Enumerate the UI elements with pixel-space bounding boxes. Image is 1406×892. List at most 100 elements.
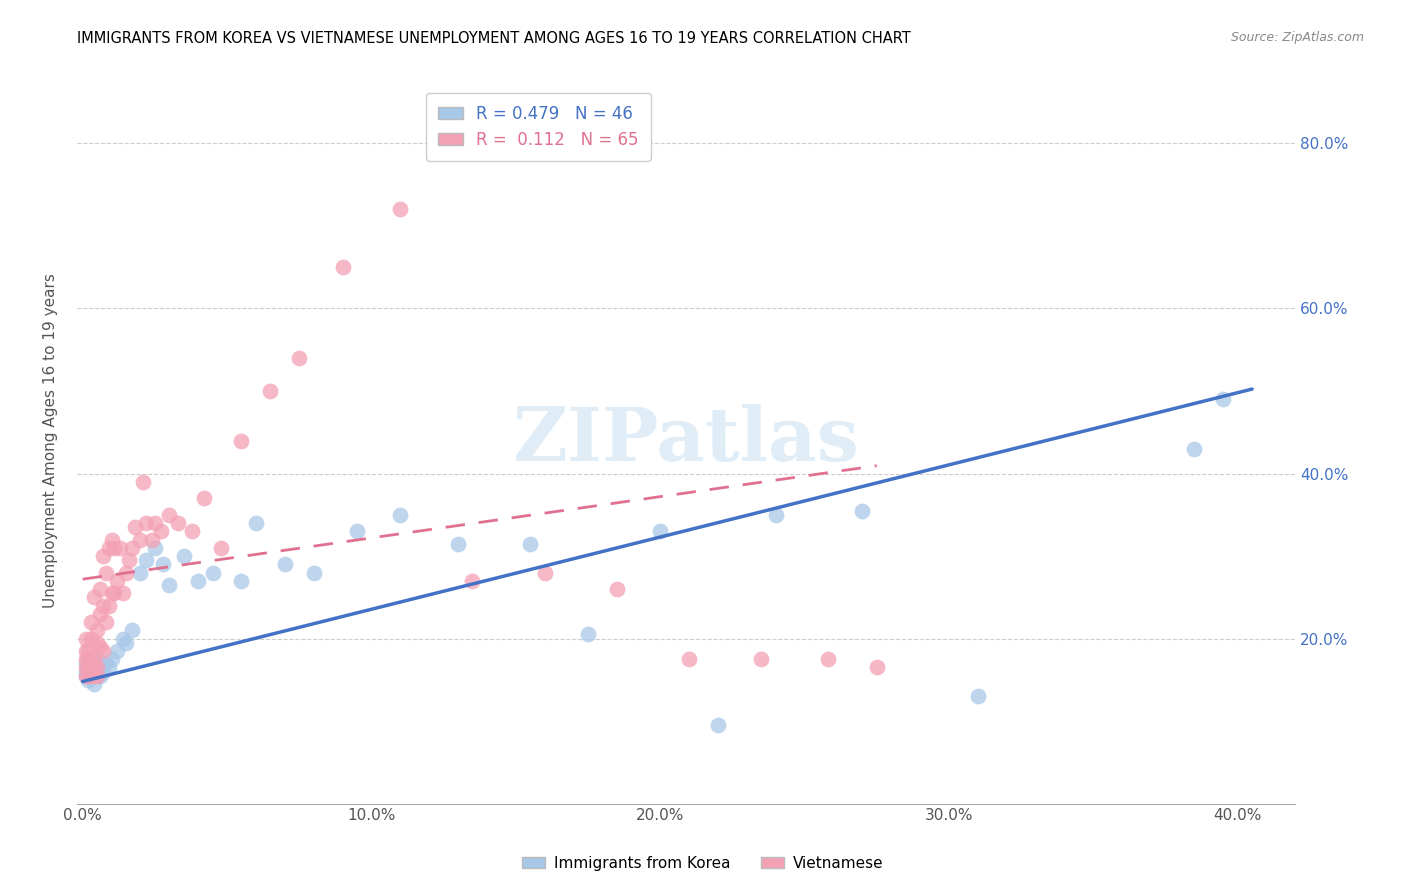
- Point: [461, 574, 484, 588]
- Point: [100, 586, 122, 600]
- Point: [77, 652, 100, 666]
- Point: [533, 566, 555, 580]
- Point: [707, 718, 730, 732]
- Point: [346, 524, 368, 539]
- Point: [173, 549, 195, 563]
- Point: [143, 541, 166, 555]
- Point: [274, 558, 297, 572]
- Point: [115, 566, 138, 580]
- Point: [91, 549, 114, 563]
- Point: [519, 537, 541, 551]
- Point: [94, 615, 117, 629]
- Point: [115, 636, 138, 650]
- Point: [80, 632, 103, 646]
- Point: [89, 640, 111, 654]
- Point: [124, 520, 146, 534]
- Point: [75, 632, 97, 646]
- Point: [152, 558, 174, 572]
- Point: [851, 504, 873, 518]
- Point: [105, 644, 128, 658]
- Point: [149, 524, 172, 539]
- Point: [966, 690, 988, 704]
- Point: [77, 673, 100, 687]
- Point: [259, 384, 281, 398]
- Point: [91, 665, 114, 679]
- Point: [83, 677, 105, 691]
- Point: [209, 541, 232, 555]
- Text: ZIPatlas: ZIPatlas: [513, 404, 859, 477]
- Point: [447, 537, 470, 551]
- Point: [94, 657, 117, 671]
- Text: Source: ZipAtlas.com: Source: ZipAtlas.com: [1230, 31, 1364, 45]
- Point: [83, 660, 105, 674]
- Legend: Immigrants from Korea, Vietnamese: Immigrants from Korea, Vietnamese: [516, 850, 890, 877]
- Point: [105, 574, 128, 588]
- Point: [181, 524, 204, 539]
- Point: [167, 516, 190, 530]
- Point: [80, 657, 103, 671]
- Point: [75, 652, 97, 666]
- Point: [193, 491, 215, 506]
- Point: [80, 615, 103, 629]
- Point: [97, 660, 120, 674]
- Point: [118, 553, 141, 567]
- Point: [302, 566, 325, 580]
- Point: [77, 644, 100, 658]
- Point: [187, 574, 209, 588]
- Point: [606, 582, 628, 596]
- Point: [77, 652, 100, 666]
- Point: [89, 660, 111, 674]
- Point: [97, 599, 120, 613]
- Point: [91, 599, 114, 613]
- Point: [83, 591, 105, 605]
- Point: [749, 652, 772, 666]
- Point: [389, 508, 412, 522]
- Point: [112, 586, 135, 600]
- Point: [75, 669, 97, 683]
- Point: [332, 260, 354, 275]
- Point: [75, 665, 97, 679]
- Point: [83, 665, 105, 679]
- Point: [103, 541, 125, 555]
- Point: [91, 644, 114, 658]
- Point: [86, 669, 108, 683]
- Point: [83, 652, 105, 666]
- Point: [100, 533, 122, 547]
- Point: [121, 541, 143, 555]
- Point: [576, 627, 599, 641]
- Point: [135, 553, 157, 567]
- Point: [86, 660, 108, 674]
- Point: [77, 669, 100, 683]
- Text: IMMIGRANTS FROM KOREA VS VIETNAMESE UNEMPLOYMENT AMONG AGES 16 TO 19 YEARS CORRE: IMMIGRANTS FROM KOREA VS VIETNAMESE UNEM…: [77, 31, 911, 46]
- Point: [77, 660, 100, 674]
- Point: [112, 632, 135, 646]
- Point: [817, 652, 839, 666]
- Point: [141, 533, 163, 547]
- Point: [143, 516, 166, 530]
- Point: [89, 582, 111, 596]
- Point: [94, 566, 117, 580]
- Point: [389, 202, 412, 217]
- Point: [100, 652, 122, 666]
- Point: [80, 665, 103, 679]
- Point: [75, 657, 97, 671]
- Point: [245, 516, 267, 530]
- Point: [129, 566, 152, 580]
- Point: [80, 669, 103, 683]
- Point: [86, 636, 108, 650]
- Point: [231, 574, 253, 588]
- Point: [866, 660, 889, 674]
- Point: [1182, 442, 1205, 456]
- Point: [80, 657, 103, 671]
- Point: [135, 516, 157, 530]
- Point: [678, 652, 700, 666]
- Point: [97, 541, 120, 555]
- Point: [157, 578, 180, 592]
- Point: [75, 644, 97, 658]
- Point: [1212, 392, 1234, 407]
- Point: [765, 508, 787, 522]
- Point: [77, 660, 100, 674]
- Point: [75, 660, 97, 674]
- Point: [201, 566, 224, 580]
- Point: [103, 586, 125, 600]
